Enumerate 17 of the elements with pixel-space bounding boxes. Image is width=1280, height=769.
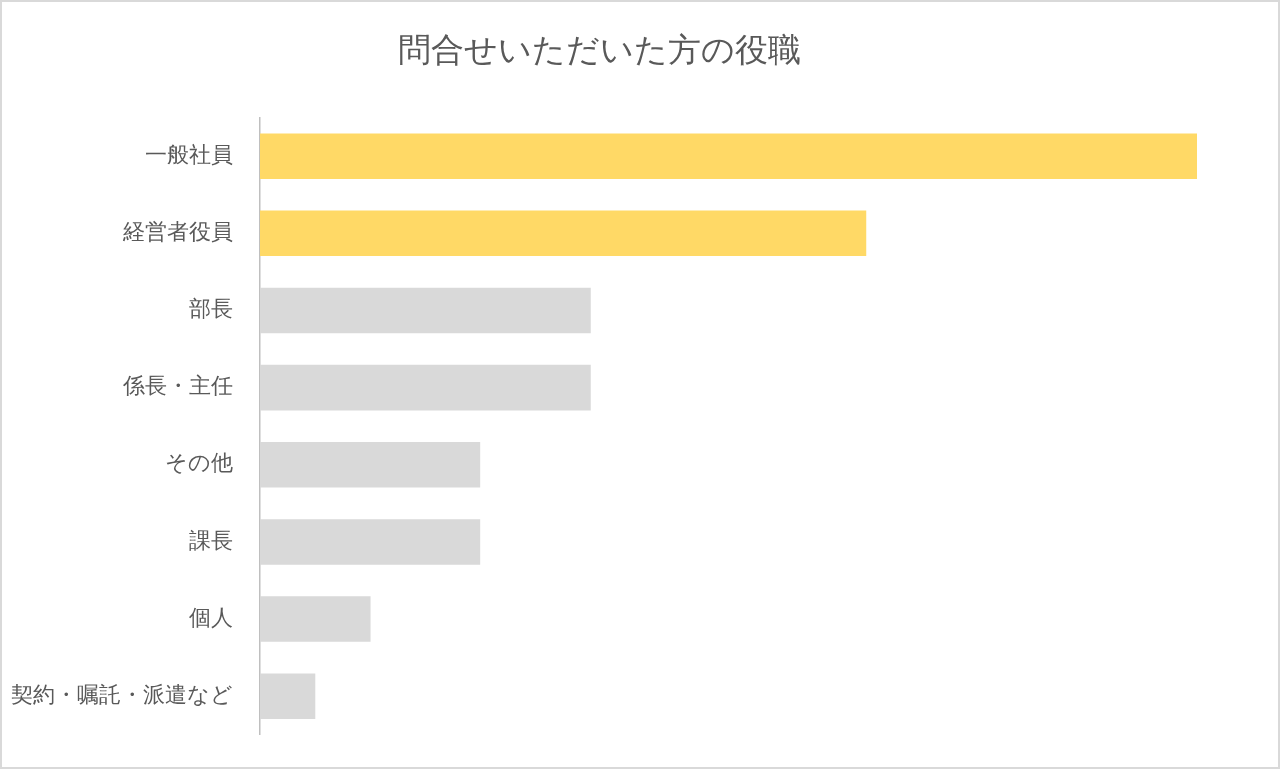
y-tick-label: 個人: [189, 604, 233, 630]
bar: [260, 442, 481, 488]
y-tick-label: その他: [165, 450, 233, 476]
y-tick-label: 一般社員: [145, 141, 233, 167]
y-tick-label: 課長: [189, 527, 233, 553]
y-tick-label: 部長: [189, 296, 233, 322]
chart-title: 問合せいただいた方の役職: [398, 30, 801, 70]
bar: [260, 133, 1197, 179]
y-tick-label: 契約・嘱託・派遣など: [11, 681, 233, 707]
bar: [260, 673, 316, 719]
y-tick-label: 経営者役員: [122, 219, 233, 245]
bar: [260, 287, 591, 334]
bar: [260, 210, 867, 257]
y-tick-label: 係長・主任: [122, 373, 233, 399]
bar: [260, 519, 481, 565]
bar: [260, 364, 591, 411]
bar: [260, 596, 371, 642]
